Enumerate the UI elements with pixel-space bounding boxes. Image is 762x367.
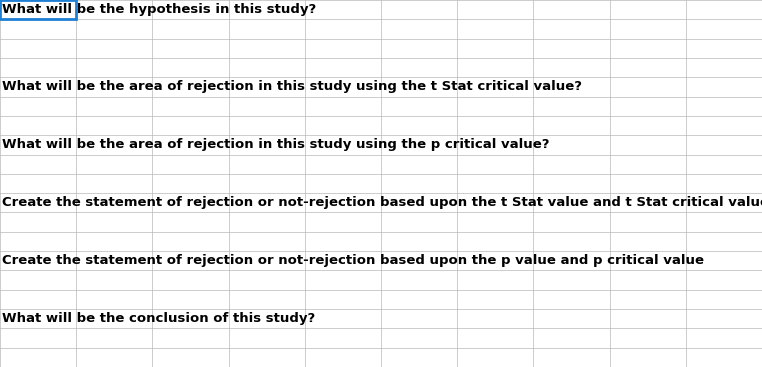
Bar: [0, 0, 76, 19]
Text: What will be the conclusion of this study?: What will be the conclusion of this stud…: [2, 312, 315, 325]
Text: What will be the area of rejection in this study using the p critical value?: What will be the area of rejection in th…: [2, 138, 550, 151]
Text: What will be the area of rejection in this study using the t Stat critical value: What will be the area of rejection in th…: [2, 80, 582, 94]
Text: Create the statement of rejection or not-rejection based upon the p value and p : Create the statement of rejection or not…: [2, 254, 704, 267]
Text: What will be the hypothesis in this study?: What will be the hypothesis in this stud…: [2, 3, 316, 16]
Text: Create the statement of rejection or not-rejection based upon the t Stat value a: Create the statement of rejection or not…: [2, 196, 762, 209]
